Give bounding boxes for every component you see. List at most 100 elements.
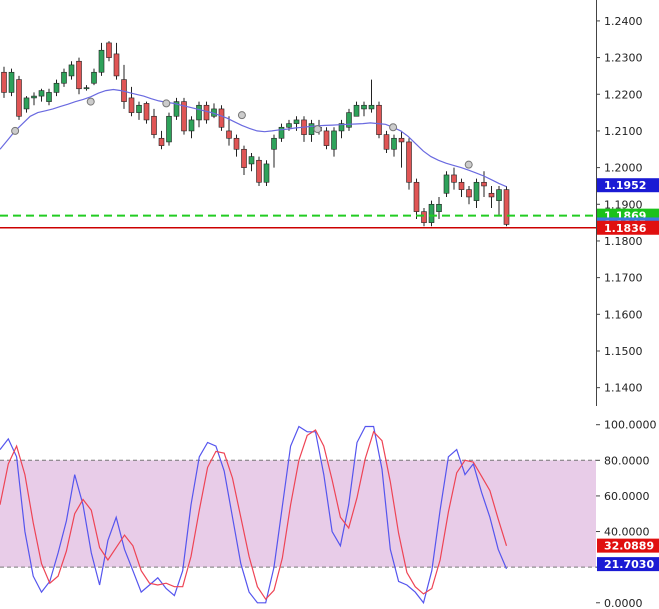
price-badge bbox=[597, 538, 659, 553]
candle-body bbox=[473, 181, 480, 201]
candle-body bbox=[368, 104, 375, 110]
price-badge-label: 1.1952 bbox=[604, 179, 646, 192]
ma-marker bbox=[313, 125, 322, 134]
candle-body bbox=[23, 97, 30, 110]
candle-body bbox=[398, 137, 405, 143]
stochastic-d-line bbox=[0, 429, 508, 601]
price-badge-label: 32.0889 bbox=[604, 540, 654, 553]
candle-body bbox=[173, 101, 180, 117]
candle-body bbox=[451, 174, 457, 183]
ma-marker bbox=[162, 99, 171, 108]
price-badge bbox=[597, 220, 659, 235]
candle-body bbox=[331, 130, 337, 150]
candle-body bbox=[113, 53, 120, 77]
axis-tick-label: 1.1800 bbox=[604, 235, 643, 248]
candle-body bbox=[203, 104, 210, 121]
candle-body bbox=[233, 137, 240, 150]
axis-tick-label: 80.0000 bbox=[604, 454, 650, 467]
candle-body bbox=[46, 92, 52, 102]
axis-tick-label: 1.1500 bbox=[604, 345, 643, 358]
candle-body bbox=[436, 203, 442, 212]
candle-body bbox=[278, 126, 285, 139]
candle-body bbox=[106, 42, 112, 58]
candle-body bbox=[338, 123, 345, 132]
price-badge-label: 1.1836 bbox=[604, 222, 647, 235]
candle-body bbox=[383, 134, 390, 150]
axis-tick-label: 1.1700 bbox=[604, 272, 643, 285]
candle-body bbox=[143, 103, 150, 121]
candle-body bbox=[226, 130, 232, 139]
axis-tick-label: 1.2100 bbox=[604, 125, 643, 138]
candle-body bbox=[136, 104, 142, 113]
candle-body bbox=[61, 71, 67, 84]
candle-body bbox=[181, 101, 187, 132]
candle-body bbox=[413, 181, 420, 212]
candle-body bbox=[151, 115, 157, 135]
candle-body bbox=[496, 189, 502, 201]
axis-tick-label: 1.1900 bbox=[604, 198, 643, 211]
candle-body bbox=[346, 112, 352, 128]
candle-body bbox=[503, 189, 510, 225]
candle-body bbox=[428, 203, 435, 223]
axis-tick-label: 1.2000 bbox=[604, 162, 643, 175]
ma-marker bbox=[11, 126, 20, 135]
candle-body bbox=[286, 123, 292, 128]
price-badge-label: 21.7030 bbox=[604, 558, 654, 571]
candle-body bbox=[16, 79, 22, 117]
candle-body bbox=[218, 108, 225, 128]
overbought-oversold-band bbox=[0, 460, 596, 568]
candle-body bbox=[98, 49, 105, 73]
price-badge bbox=[597, 557, 659, 572]
candle-body bbox=[31, 95, 37, 99]
ma-marker bbox=[464, 160, 473, 169]
candle-body bbox=[488, 192, 495, 198]
candle-body bbox=[376, 104, 382, 135]
axis-tick-label: 1.2300 bbox=[604, 52, 643, 65]
candle-body bbox=[391, 137, 397, 150]
axis-tick-label: 40.0000 bbox=[604, 526, 650, 539]
ma-marker bbox=[86, 97, 95, 106]
candle-body bbox=[361, 104, 367, 110]
candle-body bbox=[421, 211, 427, 223]
candle-body bbox=[481, 181, 487, 187]
candle-body bbox=[76, 60, 82, 90]
ma-marker bbox=[389, 123, 398, 132]
candle-body bbox=[466, 189, 472, 198]
candle-body bbox=[293, 119, 300, 124]
price-axis: 1.2400 1.2300 1.2200 1.2100 1.2000 1.1900 1.18… bbox=[596, 15, 659, 609]
candle-body bbox=[308, 123, 315, 135]
candle-body bbox=[128, 97, 135, 113]
candle-body bbox=[166, 115, 172, 143]
candle-body bbox=[38, 90, 45, 97]
candle-body bbox=[1, 71, 7, 93]
candle-body bbox=[83, 87, 90, 90]
candle-body bbox=[256, 159, 262, 183]
candle-body bbox=[196, 104, 202, 121]
candle-body bbox=[188, 119, 195, 132]
candle-body bbox=[323, 130, 330, 146]
candle-body bbox=[53, 82, 60, 93]
moving-average-line bbox=[0, 88, 507, 188]
candle-body bbox=[406, 141, 412, 183]
candle-body bbox=[353, 104, 360, 117]
stochastic-k-line bbox=[0, 425, 508, 605]
axis-tick-label: 1.1600 bbox=[604, 308, 643, 321]
candle-body bbox=[263, 163, 270, 183]
candle-body bbox=[458, 181, 465, 190]
candle-body bbox=[443, 174, 450, 194]
ma-marker bbox=[237, 111, 246, 120]
price-badge bbox=[597, 178, 659, 193]
axis-tick-label: 100.0000 bbox=[604, 419, 657, 432]
stochastic-panel bbox=[0, 406, 659, 609]
plot-layer bbox=[0, 41, 596, 605]
axis-tick-label: 60.0000 bbox=[604, 490, 650, 503]
axis-tick-label: 1.2200 bbox=[604, 88, 643, 101]
axis-tick-label: 1.2400 bbox=[604, 15, 643, 28]
candle-body bbox=[241, 148, 247, 168]
axis-tick-label: 1.1400 bbox=[604, 382, 643, 395]
main-panel-bg bbox=[0, 0, 659, 406]
candle-body bbox=[91, 71, 97, 84]
candle-body bbox=[271, 137, 277, 150]
